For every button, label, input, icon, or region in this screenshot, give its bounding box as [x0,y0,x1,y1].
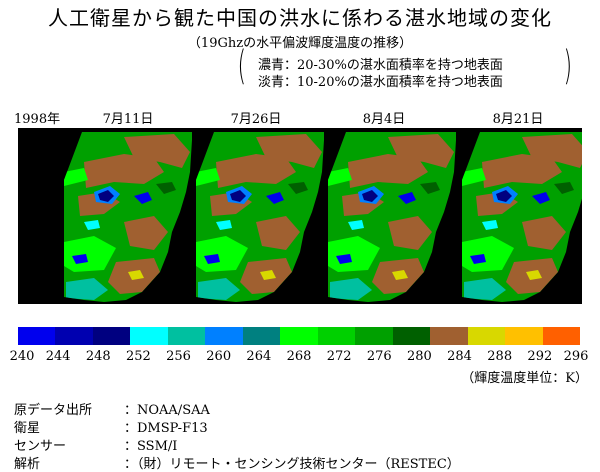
colorbar-swatch-240 [18,327,56,345]
colorbar-swatch-268 [280,327,318,345]
colorbar-swatch-256 [167,327,206,345]
colorbar-tick-276: 276 [366,349,392,364]
legend-light-blue: 淡青：10-20%の湛水面積率を持つ地表面 [258,75,503,90]
info-key: 解析 [14,457,41,472]
date-label-3: 8月4日 [362,112,406,127]
colorbar-swatch-260 [205,327,243,345]
colorbar-swatch-288 [467,327,506,345]
temperature-colorbar [18,327,581,345]
date-label-1: 7月11日 [102,112,154,127]
unit-label: （輝度温度単位：K） [461,371,588,386]
info-value: ：NOAA/SAA [124,403,210,418]
info-row-source: 原データ出所 ：NOAA/SAA [14,399,574,418]
colorbar-tick-268: 268 [286,349,312,364]
info-value: ：DMSP-F13 [124,421,208,436]
water-legend-note: ( 濃青：20-30%の湛水面積率を持つ地表面 淡青：10-20%の湛水面積率を… [238,46,573,90]
colorbar-tick-284: 284 [447,349,472,364]
colorbar-swatch-248 [92,327,131,345]
colorbar-tick-264: 264 [246,349,272,364]
colorbar-swatch-276 [355,327,393,345]
satellite-map-strip [18,128,582,304]
colorbar-swatch-252 [130,327,168,345]
date-label-4: 8月21日 [492,112,544,127]
page-subtitle: （19Ghzの水平偏波輝度温度の推移） [187,36,413,51]
date-label-2: 7月26日 [230,112,282,127]
satellite-map-svg [18,128,582,304]
info-row-sensor: センサー ：SSM/I [14,435,574,454]
info-key: センサー [14,439,67,454]
info-value: ：（財）リモート・センシング技術センター（RESTEC） [124,457,460,472]
left-bracket: ( [237,43,247,89]
colorbar-tick-288: 288 [487,349,513,364]
colorbar-swatch-272 [317,327,356,345]
info-key: 原データ出所 [14,403,93,418]
colorbar-tick-240: 240 [9,349,35,364]
colorbar-swatch-284 [430,327,468,345]
colorbar-tick-296: 296 [563,349,589,364]
colorbar-ticks: 240 244 248 252 256 260 264 268 272 276 280 284 288 2… [0,349,600,365]
info-key: 衛星 [14,421,41,436]
info-value: ：SSM/I [124,439,178,454]
info-row-satellite: 衛星 ：DMSP-F13 [14,417,574,436]
colorbar-tick-260: 260 [206,349,232,364]
colorbar-tick-256: 256 [166,349,191,364]
colorbar-tick-244: 244 [45,349,71,364]
colorbar-tick-248: 248 [85,349,111,364]
colorbar-swatch-296 [542,327,581,345]
right-bracket: ) [563,43,573,89]
colorbar-tick-280: 280 [407,349,432,364]
colorbar-swatch-244 [55,327,93,345]
info-row-analysis: 解析 ：（財）リモート・センシング技術センター（RESTEC） [14,453,574,472]
legend-dark-blue: 濃青：20-30%の湛水面積率を持つ地表面 [258,58,503,73]
colorbar-tick-292: 292 [527,349,553,364]
colorbar-tick-252: 252 [126,349,151,364]
page-title: 人工衛星から観た中国の洪水に係わる湛水地域の変化 [48,6,552,30]
info-table: 原データ出所 ：NOAA/SAA 衛星 ：DMSP-F13 センサー ：SSM/… [14,399,574,472]
colorbar-swatch-280 [392,327,431,345]
colorbar-swatch-264 [242,327,281,345]
year-label: 1998年 [14,112,61,127]
colorbar-swatch-292 [505,327,543,345]
colorbar-tick-272: 272 [326,349,352,364]
